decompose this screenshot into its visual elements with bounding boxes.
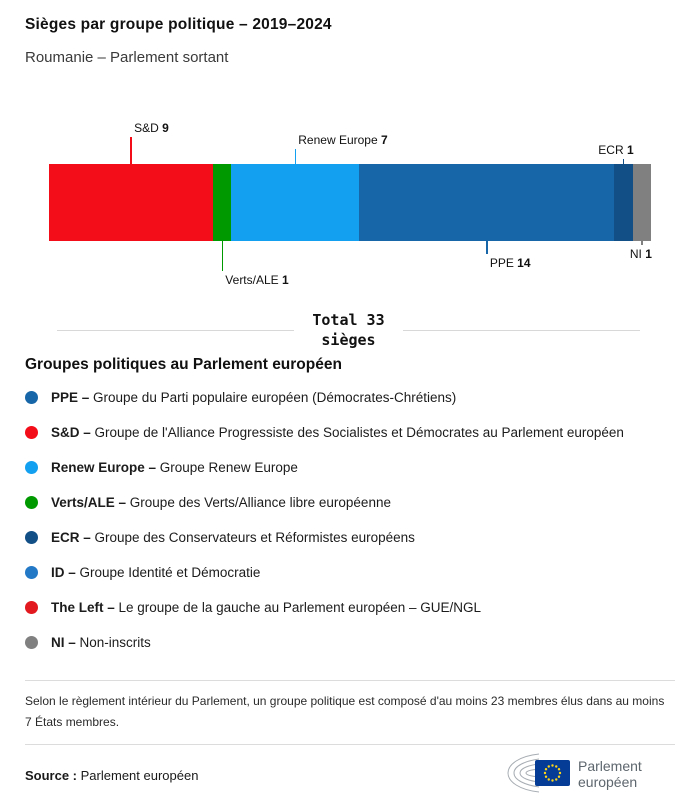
total-seats-label: Total 33 sièges bbox=[312, 310, 384, 350]
legend-color-dot bbox=[25, 566, 38, 579]
legend: Groupes politiques au Parlement européen… bbox=[25, 356, 675, 650]
bar-segment-s-d[interactable] bbox=[49, 164, 214, 241]
callout-label-ecr: ECR 1 bbox=[598, 143, 634, 157]
footnote-text: Selon le règlement intérieur du Parlemen… bbox=[25, 694, 665, 729]
legend-item: Verts/ALE – Groupe des Verts/Alliance li… bbox=[25, 495, 675, 510]
legend-item: S&D – Groupe de l'Alliance Progressiste … bbox=[25, 425, 675, 440]
logo-wordmark-line1: Parlement bbox=[578, 758, 642, 774]
logo-wordmark-line2: européen bbox=[578, 774, 637, 790]
bar-segment-ni[interactable] bbox=[632, 164, 651, 241]
page-title: Sièges par groupe politique – 2019–2024 bbox=[25, 16, 332, 33]
seats-chart: S&D 9 Verts/ALE 1 Renew Europe 7 PPE 14 ECR … bbox=[49, 109, 652, 287]
callout-line-renew-europe bbox=[294, 149, 297, 164]
legend-color-dot bbox=[25, 426, 38, 439]
legend-label: NI – Non-inscrits bbox=[51, 635, 151, 650]
legend-color-dot bbox=[25, 531, 38, 544]
legend-item: NI – Non-inscrits bbox=[25, 635, 675, 650]
hemicycle-swirl-icon bbox=[507, 753, 540, 793]
header: Sièges par groupe politique – 2019–2024 … bbox=[0, 0, 700, 66]
ep-logo: Parlement européen bbox=[505, 753, 675, 797]
bar-segment-ecr[interactable] bbox=[614, 164, 633, 241]
callout-label-renew-europe: Renew Europe 7 bbox=[298, 133, 388, 147]
legend-item: ECR – Groupe des Conservateurs et Réform… bbox=[25, 530, 675, 545]
callout-line-ppe bbox=[486, 241, 488, 254]
footnote-section: Selon le règlement intérieur du Parlemen… bbox=[25, 680, 675, 745]
legend-item: PPE – Groupe du Parti populaire européen… bbox=[25, 390, 675, 405]
legend-color-dot bbox=[25, 636, 38, 649]
stacked-bar bbox=[49, 164, 651, 241]
callout-label-verts-ale: Verts/ALE 1 bbox=[225, 273, 289, 287]
bar-segment-ppe[interactable] bbox=[359, 164, 615, 241]
page-subtitle: Roumanie – Parlement sortant bbox=[25, 49, 229, 66]
legend-label: ID – Groupe Identité et Démocratie bbox=[51, 565, 261, 580]
legend-color-dot bbox=[25, 496, 38, 509]
ep-logo-graphic: Parlement européen bbox=[507, 753, 642, 793]
legend-label: S&D – Groupe de l'Alliance Progressiste … bbox=[51, 425, 624, 440]
legend-heading: Groupes politiques au Parlement européen bbox=[25, 356, 342, 373]
source-value: Parlement européen bbox=[80, 767, 199, 783]
callout-line-s-d bbox=[130, 137, 132, 164]
bar-segment-renew-europe[interactable] bbox=[231, 164, 360, 241]
callout-line-ni bbox=[641, 241, 643, 245]
legend-label: ECR – Groupe des Conservateurs et Réform… bbox=[51, 530, 415, 545]
callout-line-ecr bbox=[622, 159, 625, 164]
legend-item: Renew Europe – Groupe Renew Europe bbox=[25, 460, 675, 475]
legend-label: The Left – Le groupe de la gauche au Par… bbox=[51, 600, 482, 615]
source-label: Source : bbox=[25, 767, 78, 783]
callout-label-ni: NI 1 bbox=[629, 247, 652, 261]
bottom-row: Source : Parlement européen bbox=[25, 753, 675, 797]
total-seats-line1: Total 33 bbox=[312, 311, 385, 329]
divider-line-right bbox=[402, 329, 640, 331]
legend-item: The Left – Le groupe de la gauche au Par… bbox=[25, 600, 675, 615]
legend-label: PPE – Groupe du Parti populaire européen… bbox=[51, 390, 457, 405]
source-line: Source : Parlement européen bbox=[25, 768, 198, 783]
callout-line-verts-ale bbox=[221, 241, 224, 271]
callout-label-ppe: PPE 14 bbox=[489, 256, 531, 270]
total-seats-line2: sièges bbox=[321, 331, 376, 349]
bar-segment-verts-ale[interactable] bbox=[213, 164, 232, 241]
callout-label-s-d: S&D 9 bbox=[134, 121, 169, 135]
legend-color-dot bbox=[25, 601, 38, 614]
divider-line-left bbox=[57, 329, 295, 331]
legend-item: ID – Groupe Identité et Démocratie bbox=[25, 565, 675, 580]
legend-list: PPE – Groupe du Parti populaire européen… bbox=[25, 390, 675, 650]
total-divider: Total 33 sièges bbox=[57, 310, 640, 350]
legend-color-dot bbox=[25, 391, 38, 404]
eu-flag-icon bbox=[535, 760, 570, 786]
legend-color-dot bbox=[25, 461, 38, 474]
legend-label: Verts/ALE – Groupe des Verts/Alliance li… bbox=[51, 495, 391, 510]
legend-label: Renew Europe – Groupe Renew Europe bbox=[51, 460, 298, 475]
